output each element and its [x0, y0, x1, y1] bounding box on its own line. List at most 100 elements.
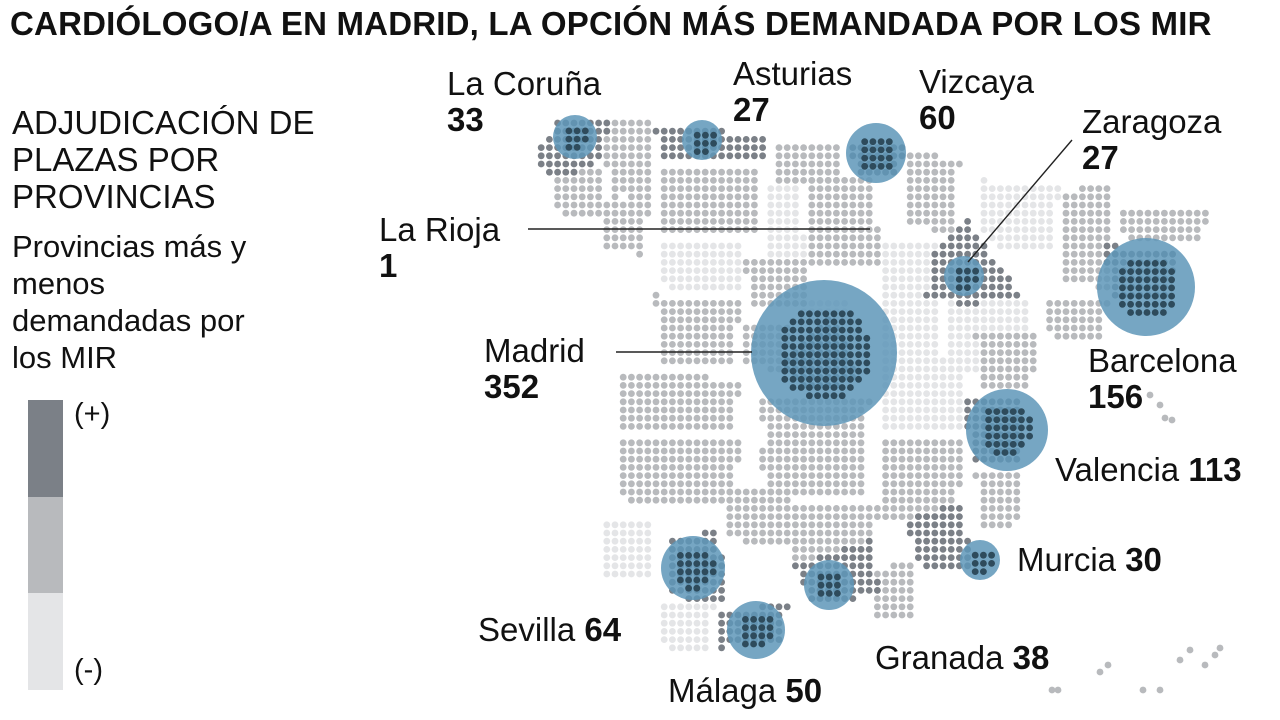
dots-ciudad-real [767, 447, 775, 455]
dots-salamanca [701, 332, 709, 340]
dots-lleida [1095, 226, 1103, 234]
dots-ciudad-real [816, 464, 824, 471]
dots-salamanca [669, 308, 676, 315]
dots-cordoba [734, 513, 742, 520]
dots-caceres [693, 390, 701, 397]
dots-cuenca [890, 414, 898, 422]
dots-jaen [865, 521, 873, 529]
dots-zamora [693, 283, 701, 291]
dots-cordoba [775, 496, 783, 504]
dots-burgos [849, 185, 857, 193]
map-dots-mid-demand [554, 119, 1224, 694]
dots-caceres [677, 398, 684, 406]
bubble-asturias [682, 120, 722, 160]
dots-burgos [865, 201, 873, 209]
bubble-barcelona-dot [1143, 300, 1151, 308]
dots-badajoz [693, 472, 701, 479]
dots-badajoz [660, 464, 668, 471]
dots-albacete [939, 496, 947, 504]
dots-castellon [988, 341, 996, 348]
dots-navarra [923, 209, 930, 217]
dots-badajoz [619, 488, 627, 496]
dots-cordoba [726, 496, 734, 504]
dots-zamora [669, 275, 676, 283]
dots-lleida [1087, 267, 1094, 274]
dots-guadalajara [915, 316, 922, 324]
dots-asturias [759, 136, 766, 143]
dots-lugo [619, 185, 627, 193]
dots-girona [1177, 209, 1185, 217]
dots-jaen [824, 537, 832, 545]
dots-lleida [1070, 193, 1078, 201]
dots-la-coruna [554, 160, 561, 168]
dots-lugo [611, 152, 619, 160]
dots-alicante [988, 496, 996, 504]
dots-cuenca [906, 414, 914, 422]
dots-lugo [628, 136, 635, 143]
dots-jaen [800, 513, 807, 520]
dots-cantabria [792, 177, 799, 184]
dots-guadalajara [915, 324, 922, 332]
dots-salamanca [660, 308, 668, 315]
dots-navarra [923, 160, 930, 168]
dots-badajoz [701, 447, 709, 455]
dots-leon [742, 185, 750, 193]
dots-cantabria [775, 160, 783, 168]
bubble-granada-dot [834, 590, 841, 597]
dots-burgos [841, 218, 848, 225]
dots-ourense [628, 193, 635, 201]
dots-zamora [693, 267, 701, 274]
dots-cadiz [701, 611, 709, 619]
dots-jaen [816, 537, 824, 545]
dots-badajoz [710, 464, 717, 471]
dots-cuenca [931, 357, 939, 365]
bubble-valencia-dot [985, 408, 992, 415]
dots-huelva [611, 562, 619, 570]
dots-albacete [898, 496, 906, 504]
dots-albacete [906, 480, 914, 488]
dots-navarra [947, 177, 955, 184]
bubble-madrid-dot [806, 367, 813, 375]
dots-leon [677, 201, 684, 209]
dots-zamora [718, 242, 725, 250]
dots-albacete [931, 439, 939, 447]
dots-leon [677, 209, 684, 217]
dots-burgos [816, 234, 824, 242]
bubble-valencia-dot [1026, 416, 1033, 424]
dots-palencia [783, 242, 791, 250]
dots-badajoz [660, 455, 668, 463]
dots-badajoz [677, 480, 684, 488]
dots-granada [857, 562, 865, 570]
dots-huesca [1021, 201, 1029, 209]
dots-navarra [923, 152, 930, 160]
dots-guadalajara [898, 316, 906, 324]
bubble-madrid-dot [847, 318, 854, 326]
bubble-granada-dot [825, 573, 833, 581]
island-dot [1201, 661, 1209, 669]
dots-la-coruna [537, 152, 545, 160]
dots-soria [898, 267, 906, 274]
dots-girona [1136, 209, 1144, 217]
dots-teruel [988, 324, 996, 332]
label-madrid: Madrid 352 [484, 333, 585, 405]
dots-lleida [1087, 250, 1094, 258]
dots-teruel [964, 365, 971, 373]
dots-burgos [865, 185, 873, 193]
dots-lleida [1103, 234, 1111, 242]
legend-mid-swatch [28, 496, 63, 594]
dots-lugo [603, 136, 611, 143]
dots-burgos [808, 185, 816, 193]
bubble-sevilla-dot [693, 568, 701, 576]
dots-albacete [939, 488, 947, 496]
dots-salamanca [693, 341, 701, 348]
dots-la-coruna [595, 119, 602, 127]
dots-huesca [988, 185, 996, 193]
dots-burgos [874, 242, 881, 250]
dots-huelva [644, 570, 652, 578]
dots-ciudad-real [824, 464, 832, 471]
dots-zaragoza [939, 259, 947, 266]
dots-albacete [956, 480, 963, 488]
dots-salamanca [726, 300, 734, 307]
dots-lleida [1095, 250, 1103, 258]
dots-albacete [898, 480, 906, 488]
